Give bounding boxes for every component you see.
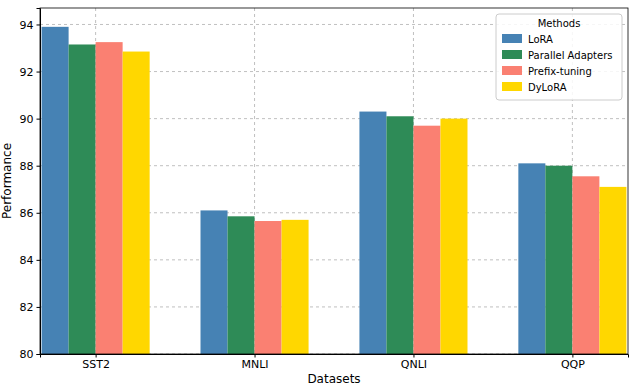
bar (386, 116, 413, 354)
y-tick: 86 (20, 207, 41, 220)
y-tick: 92 (20, 66, 41, 79)
legend-label: LoRA (528, 34, 553, 45)
y-tick-mark (37, 24, 41, 25)
legend-box (496, 14, 622, 100)
legend: Methods LoRA Parallel Adapters Prefix-tunin… (496, 14, 622, 100)
legend-swatch (502, 34, 522, 43)
bar (545, 166, 572, 354)
y-tick: 90 (20, 113, 41, 126)
x-tick-mark (413, 354, 414, 358)
legend-swatch (502, 82, 522, 91)
y-tick-label: 84 (20, 254, 34, 267)
bar (440, 119, 467, 354)
bar (359, 112, 386, 354)
grid (40, 8, 628, 354)
x-tick-label: QNLI (401, 358, 427, 371)
legend-label: DyLoRA (528, 82, 567, 93)
bars (42, 27, 627, 354)
y-tick-label: 80 (20, 348, 34, 361)
y-axis-line (37, 9, 41, 355)
y-tick: 82 (20, 301, 41, 314)
bar (282, 220, 309, 354)
x-tick: MNLI (241, 354, 268, 371)
y-tick-mark (37, 72, 41, 73)
bar (96, 42, 123, 354)
y-tick-mark (37, 166, 41, 167)
bar (42, 27, 69, 354)
x-axis-title: Datasets (307, 372, 360, 386)
bar (228, 216, 255, 354)
bar (123, 52, 150, 354)
y-tick: 80 (20, 348, 41, 361)
legend-label: Prefix-tuning (528, 66, 592, 77)
y-tick-mark (37, 354, 41, 355)
bar (572, 176, 599, 354)
y-tick: 94 (20, 18, 41, 31)
y-tick-label: 92 (20, 66, 34, 79)
legend-swatch (502, 50, 522, 59)
x-tick: SST2 (82, 354, 110, 371)
y-tick-mark (37, 119, 41, 120)
x-tick-label: QQP (561, 358, 585, 371)
x-axis: SST2 MNLI QNLI QQP (41, 354, 629, 371)
legend-title: Methods (538, 18, 581, 29)
x-tick-mark (572, 354, 573, 358)
x-tick-label: MNLI (241, 358, 268, 371)
y-axis: 80 82 84 86 88 90 92 94 (20, 9, 41, 362)
y-tick-label: 90 (20, 113, 34, 126)
y-tick: 84 (20, 254, 41, 267)
bar (518, 163, 545, 354)
x-axis-line (41, 355, 629, 358)
y-tick-label: 88 (20, 160, 34, 173)
y-tick-label: 94 (20, 18, 34, 31)
bar (255, 221, 282, 354)
y-tick-label: 86 (20, 207, 34, 220)
legend-swatch (502, 66, 522, 75)
x-tick: QNLI (401, 354, 427, 371)
x-tick-mark (96, 354, 97, 358)
y-axis-title: Performance (0, 143, 14, 219)
bar (69, 44, 96, 354)
x-tick-mark (255, 354, 256, 358)
plot-frame (40, 8, 628, 354)
x-tick: QQP (561, 354, 585, 371)
y-tick-mark (37, 213, 41, 214)
y-tick-mark (37, 260, 41, 261)
x-tick-label: SST2 (82, 358, 110, 371)
y-tick-label: 82 (20, 301, 34, 314)
y-tick-mark (37, 307, 41, 308)
bar (599, 187, 626, 354)
legend-label: Parallel Adapters (528, 50, 613, 61)
bar (413, 126, 440, 354)
bar (201, 210, 228, 354)
y-tick: 88 (20, 160, 41, 173)
